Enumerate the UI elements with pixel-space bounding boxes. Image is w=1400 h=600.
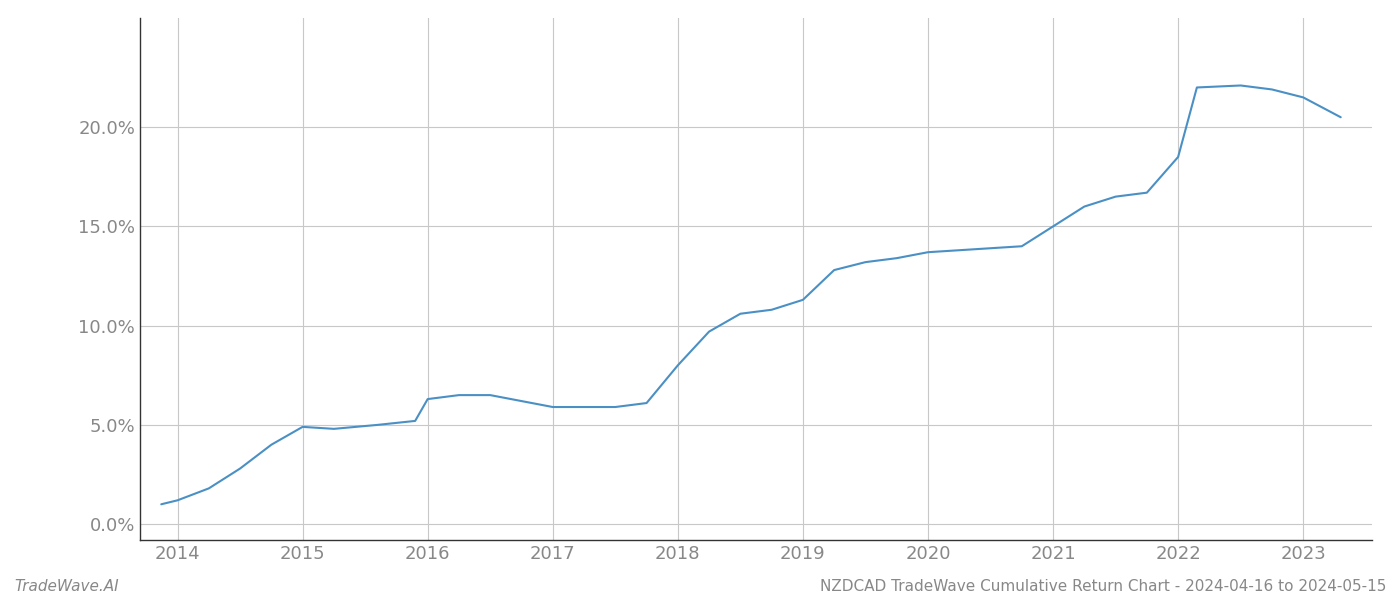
Text: TradeWave.AI: TradeWave.AI: [14, 579, 119, 594]
Text: NZDCAD TradeWave Cumulative Return Chart - 2024-04-16 to 2024-05-15: NZDCAD TradeWave Cumulative Return Chart…: [819, 579, 1386, 594]
